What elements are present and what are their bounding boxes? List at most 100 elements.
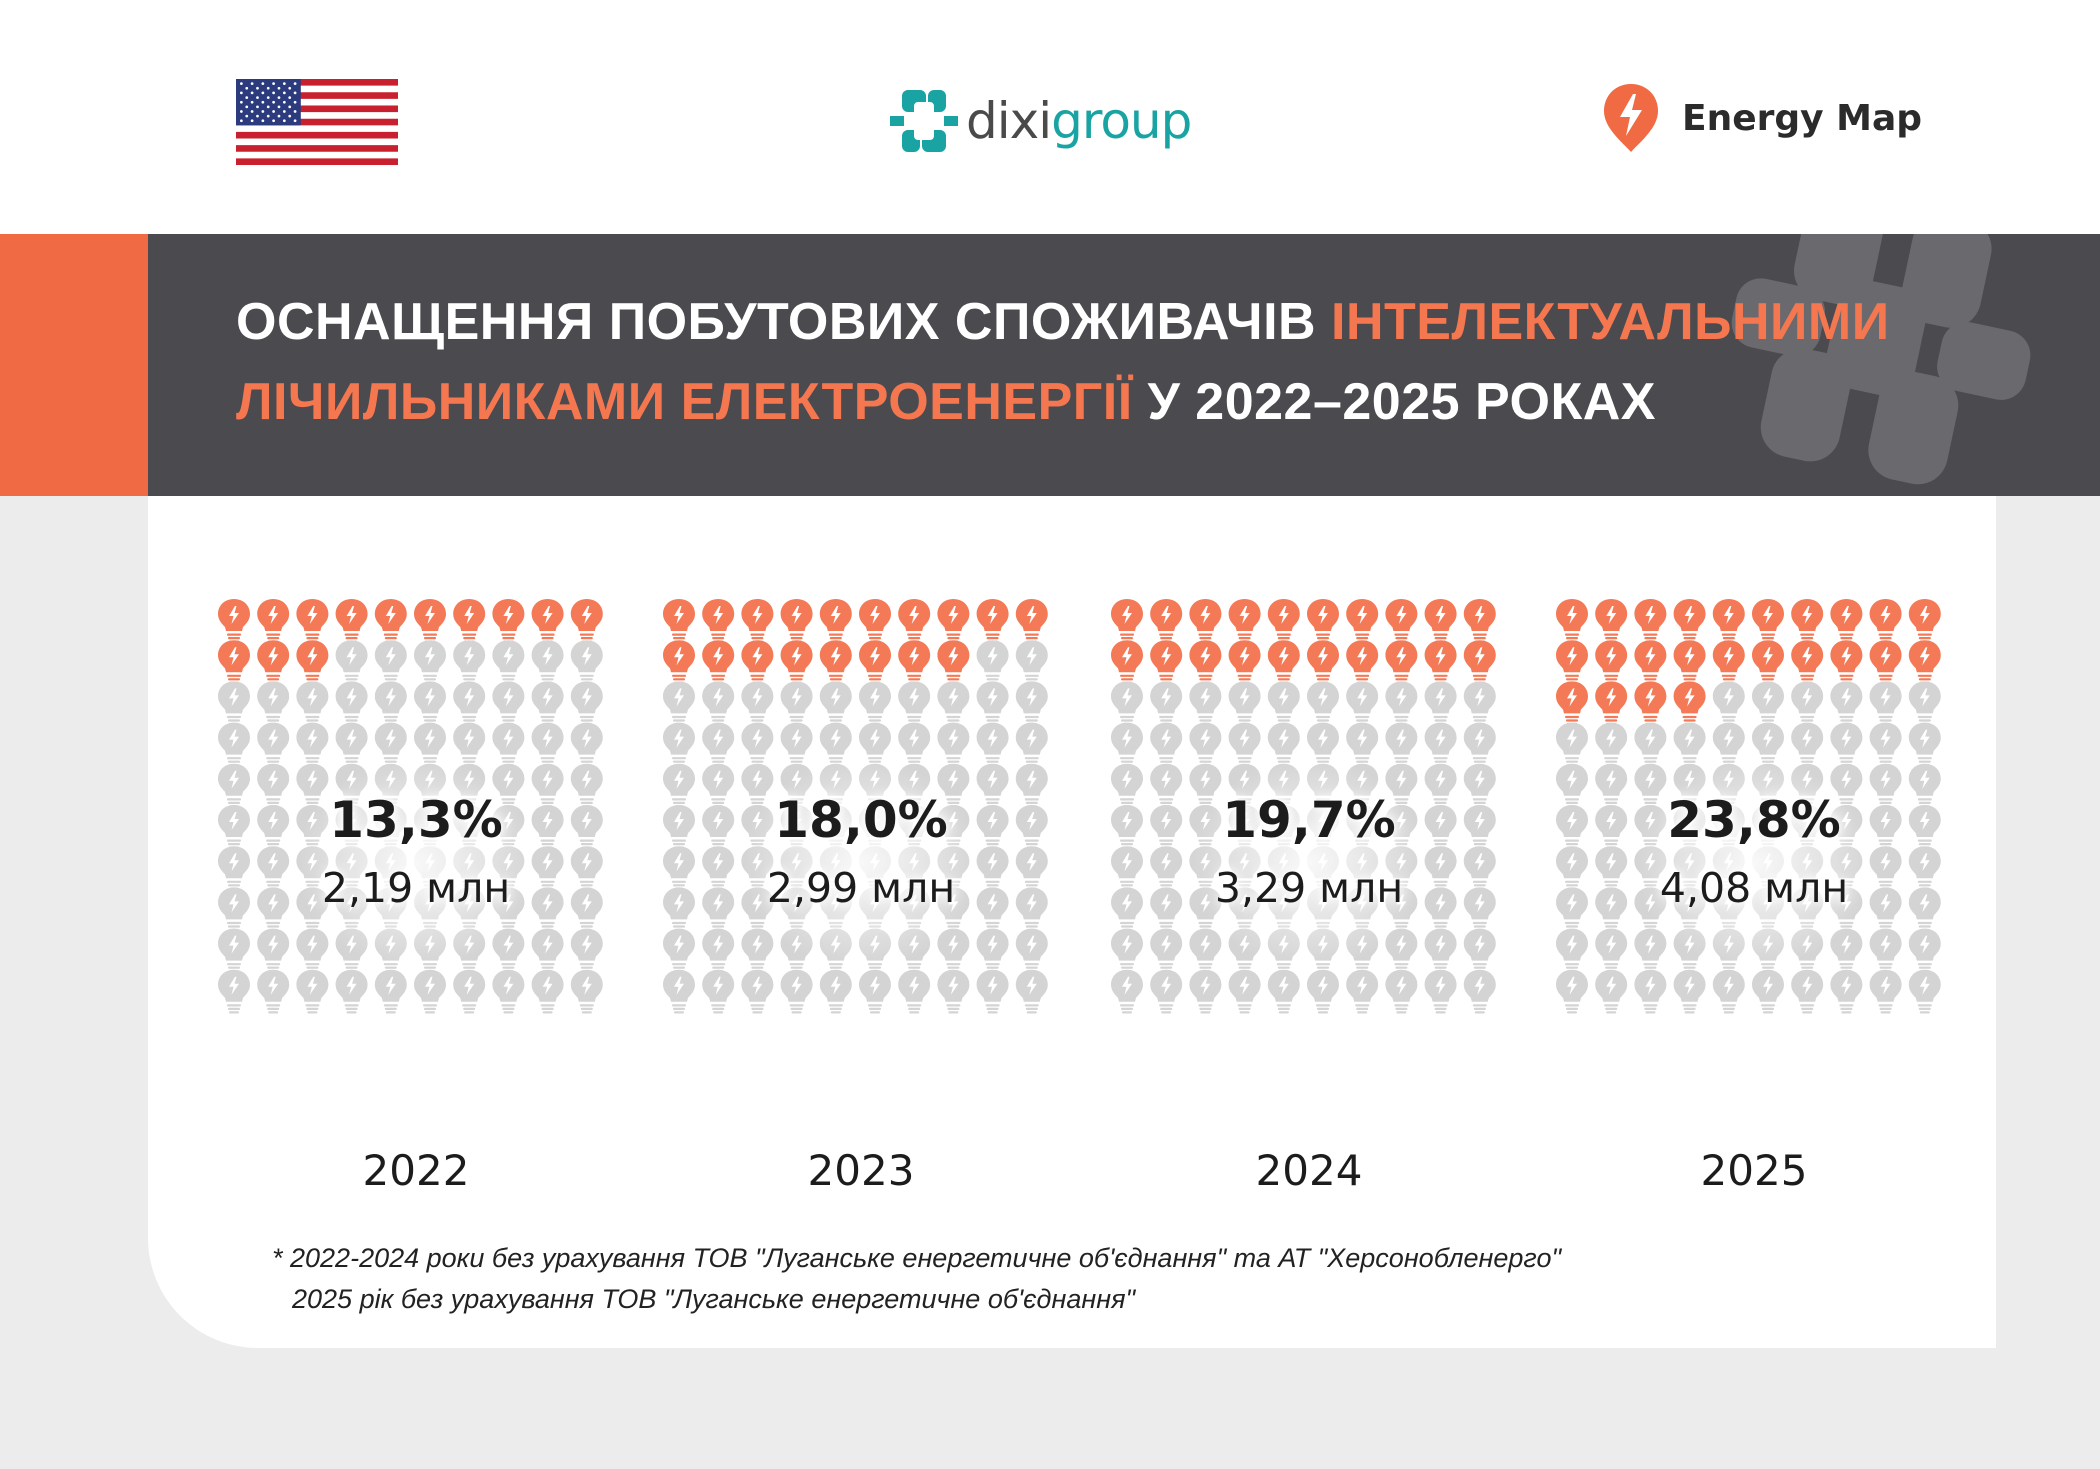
chart-panel-2023: 18,0% 2,99 млн 2023 <box>661 598 1061 1218</box>
bulb-icon-empty <box>937 722 970 767</box>
bulb-icon-filled <box>453 599 486 643</box>
bulb-icon-filled <box>780 599 813 643</box>
bulb-icon-empty <box>218 763 250 808</box>
bulb-icon-empty <box>570 805 603 849</box>
bulb-icon-empty <box>663 887 695 932</box>
bulb-icon-empty <box>570 928 603 973</box>
bulb-icon-empty <box>1673 969 1706 1014</box>
bulb-icon-filled <box>1267 640 1300 684</box>
bulb-icon-filled <box>1791 640 1824 684</box>
bulb-icon-empty <box>492 681 525 726</box>
bulb-icon-empty <box>570 681 603 726</box>
bulb-icon-empty <box>1307 969 1339 1014</box>
bulb-icon-empty <box>531 846 564 890</box>
bulb-icon-filled <box>1673 599 1706 643</box>
bulb-icon-empty <box>414 681 446 726</box>
bulb-icon-empty <box>1712 969 1745 1014</box>
bulb-icon-empty <box>1267 681 1300 726</box>
bulb-icon-empty <box>257 928 290 973</box>
bulb-icon-empty <box>257 681 290 726</box>
bulb-icon-filled <box>1869 640 1902 684</box>
bulb-icon-filled <box>1556 640 1588 684</box>
bulb-icon-filled <box>1556 681 1588 726</box>
title-part-1: ОСНАЩЕННЯ ПОБУТОВИХ СПОЖИВАЧІВ <box>236 293 1332 351</box>
chart-panel-2025: 23,8% 4,08 млн 2025 <box>1554 598 1954 1218</box>
bulb-icon-empty <box>1556 722 1588 767</box>
bulb-icon-filled <box>1908 599 1941 643</box>
percent-label-2024: 19,7% <box>1222 791 1396 849</box>
bulb-icon-filled <box>296 599 329 643</box>
bulb-icon-empty <box>257 722 290 767</box>
bulb-icon-empty <box>453 722 486 767</box>
label-halo <box>741 758 981 968</box>
bulb-icon-empty <box>663 928 695 973</box>
bulb-icon-empty <box>453 969 486 1014</box>
bulb-icon-filled <box>1228 640 1261 684</box>
bulb-icon-empty <box>702 928 735 973</box>
bulb-icon-empty <box>570 722 603 767</box>
bulb-icon-empty <box>1869 805 1902 849</box>
bulb-icon-empty <box>374 969 407 1014</box>
bulb-icon-empty <box>780 722 813 767</box>
title-highlight-1: ІНТЕЛЕКТУАЛЬНИМИ <box>1331 293 1890 351</box>
bulb-icon-empty <box>976 722 1009 767</box>
bulb-icon-filled <box>663 599 695 643</box>
year-label-2025: 2025 <box>1700 1146 1808 1195</box>
page-title: ОСНАЩЕННЯ ПОБУТОВИХ СПОЖИВАЧІВ ІНТЕЛЕКТУ… <box>236 282 2056 442</box>
bulb-icon-empty <box>663 722 695 767</box>
bulb-icon-empty <box>1424 722 1457 767</box>
bulb-icon-filled <box>1228 599 1261 643</box>
chart-panel-2022: 13,3% 2,19 млн 2022 <box>216 598 616 1218</box>
title-accent-bar <box>0 234 148 496</box>
bulb-icon-empty <box>531 969 564 1014</box>
bulb-icon-filled <box>1307 640 1339 684</box>
bulb-icon-empty <box>1712 681 1745 726</box>
bulb-icon-filled <box>1015 599 1048 643</box>
bulb-icon-empty <box>335 681 368 726</box>
bulb-icon-empty <box>1908 681 1941 726</box>
bulb-icon-empty <box>1463 681 1496 726</box>
bulb-icon-filled <box>1791 599 1824 643</box>
bulb-icon-empty <box>1463 969 1496 1014</box>
bulb-icon-filled <box>702 640 735 684</box>
bulb-icon-empty <box>976 969 1009 1014</box>
bulb-icon-filled <box>741 599 774 643</box>
bulb-icon-filled <box>1712 599 1745 643</box>
bulb-icon-empty <box>1307 681 1339 726</box>
bulb-icon-empty <box>1556 928 1588 973</box>
bulb-icon-empty <box>663 681 695 726</box>
chart-panel-2024: 19,7% 3,29 млн 2024 <box>1109 598 1509 1218</box>
bulb-icon-filled <box>1189 640 1222 684</box>
bulb-icon-empty <box>1869 969 1902 1014</box>
bulb-icon-filled <box>1634 640 1667 684</box>
bulb-icon-empty <box>898 722 931 767</box>
bulb-icon-empty <box>1424 681 1457 726</box>
bulb-icon-empty <box>976 928 1009 973</box>
bulb-icon-empty <box>898 681 931 726</box>
bulb-icon-empty <box>1595 969 1628 1014</box>
bulb-icon-filled <box>296 640 329 684</box>
bulb-icon-empty <box>1228 969 1261 1014</box>
bulb-icon-filled <box>1634 681 1667 726</box>
bulb-icon-empty <box>1150 928 1183 973</box>
bulb-icon-empty <box>780 969 813 1014</box>
bulb-icon-empty <box>218 969 250 1014</box>
bulb-icon-empty <box>1015 928 1048 973</box>
bulb-icon-empty <box>1015 640 1048 684</box>
bulb-icon-empty <box>741 722 774 767</box>
bulb-icon-empty <box>1634 763 1667 808</box>
bulb-icon-empty <box>1189 969 1222 1014</box>
bulb-icon-empty <box>1189 763 1222 808</box>
bulb-icon-empty <box>1908 928 1941 973</box>
bulb-icon-empty <box>1228 722 1261 767</box>
bulb-icon-empty <box>1346 722 1379 767</box>
percent-label-2022: 13,3% <box>329 791 503 849</box>
energy-map-wordmark: Energy Map <box>1682 97 1923 139</box>
bulb-icon-filled <box>859 640 891 684</box>
bulb-icon-filled <box>1424 640 1457 684</box>
bulb-icon-filled <box>1673 681 1706 726</box>
bulb-icon-empty <box>374 681 407 726</box>
bulb-icon-empty <box>1673 722 1706 767</box>
bulb-icon-filled <box>898 640 931 684</box>
bulb-icon-filled <box>819 599 852 643</box>
